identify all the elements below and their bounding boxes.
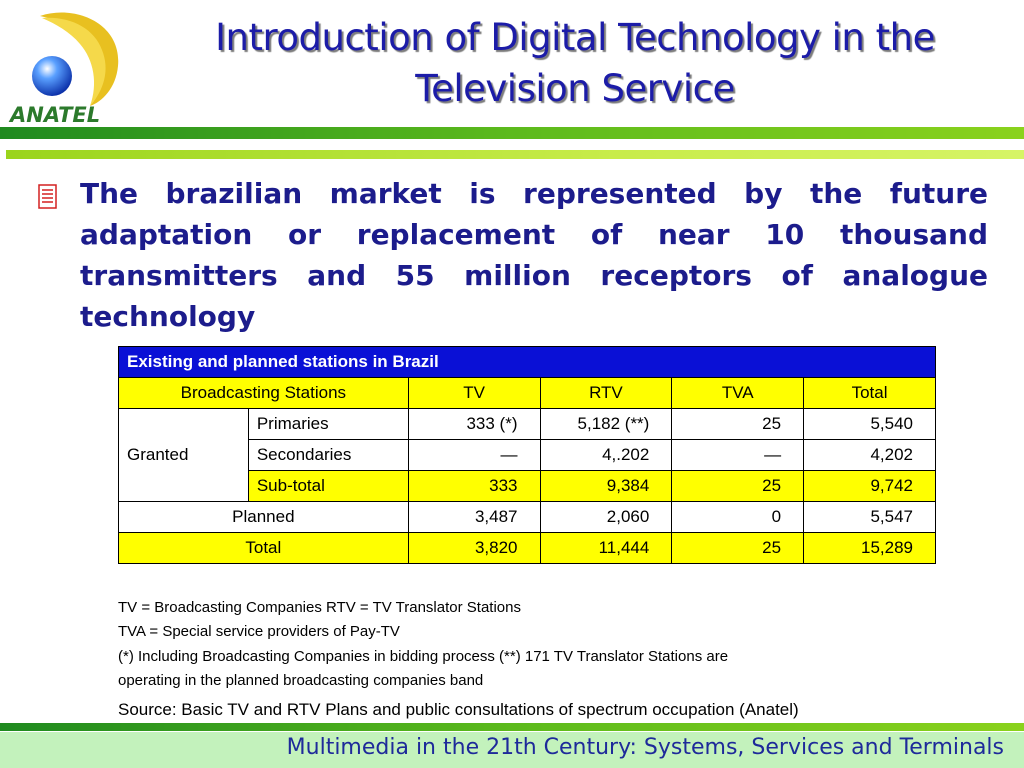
table-cell: 5,540: [803, 408, 936, 440]
header-cell: Broadcasting Stations: [118, 377, 409, 409]
page-title: Introduction of Digital Technology in th…: [140, 12, 1010, 114]
table-notes: TV = Broadcasting Companies RTV = TV Tra…: [118, 596, 918, 693]
table-cell: 0: [671, 501, 805, 533]
note-line: TVA = Special service providers of Pay-T…: [118, 623, 400, 641]
document-icon: [36, 183, 60, 213]
table-cell: 4,.202: [539, 439, 673, 471]
table-cell: 5,182 (**): [539, 408, 673, 440]
table-cell: —: [407, 439, 541, 471]
row-label: Sub-total: [247, 470, 409, 502]
header-cell: Total: [803, 377, 936, 409]
footer-text: Multimedia in the 21th Century: Systems,…: [286, 735, 1004, 760]
title-line-1: Introduction of Digital Technology in th…: [215, 16, 935, 59]
header-divider: [0, 127, 1024, 139]
table-row: Planned 3,487 2,060 0 5,547: [118, 501, 936, 533]
row-label: Primaries: [247, 408, 409, 440]
anatel-emblem-icon: ANATEL: [8, 12, 119, 127]
footer-bar: Multimedia in the 21th Century: Systems,…: [0, 732, 1024, 768]
source-note: Source: Basic TV and RTV Plans and publi…: [118, 700, 799, 719]
note-line: TV = Broadcasting Companies RTV = TV Tra…: [118, 599, 521, 616]
row-label: Secondaries: [247, 439, 409, 471]
table-cell: 333: [407, 470, 541, 502]
table-cell: 25: [671, 408, 805, 440]
table-cell: 333 (*): [407, 408, 541, 440]
table-cell: 11,444: [539, 532, 673, 564]
table-cell: 5,547: [803, 501, 936, 533]
table-caption-row: Existing and planned stations in Brazil: [118, 346, 936, 378]
note-line: (*) Including Broadcasting Companies in …: [118, 647, 729, 665]
table-cell: 2,060: [539, 501, 673, 533]
table-row: Total 3,820 11,444 25 15,289: [118, 532, 936, 564]
granted-label: Granted: [118, 408, 249, 502]
title-line-2: Television Service: [415, 67, 735, 110]
table-row: Granted Primaries 333 (*) 5,182 (**) 25 …: [118, 408, 936, 502]
table-cell: 9,384: [539, 470, 673, 502]
bullet-paragraph: The brazilian market is represented by t…: [80, 177, 988, 333]
row-label: Total: [118, 532, 409, 564]
header-cell: RTV: [539, 377, 673, 409]
header-divider-light: [6, 150, 1024, 159]
stations-table: Existing and planned stations in Brazil …: [118, 346, 936, 564]
table-cell: 25: [671, 470, 805, 502]
note-line: operating in the planned broadcasting co…: [118, 671, 484, 689]
anatel-logo: ANATEL: [6, 10, 124, 127]
table-cell: 9,742: [803, 470, 936, 502]
logo-text: ANATEL: [8, 103, 100, 125]
table-cell: 15,289: [803, 532, 936, 564]
footer-divider: [0, 723, 1024, 731]
table-cell: 25: [671, 532, 805, 564]
header-cell: TV: [407, 377, 541, 409]
row-label: Planned: [118, 501, 409, 533]
table-caption: Existing and planned stations in Brazil: [118, 346, 936, 378]
table-header-row: Broadcasting Stations TV RTV TVA Total: [118, 377, 936, 409]
table-cell: 3,487: [407, 501, 541, 533]
table-cell: —: [671, 439, 805, 471]
table-cell: 4,202: [803, 439, 936, 471]
table-cell: 3,820: [407, 532, 541, 564]
header-cell: TVA: [671, 377, 805, 409]
